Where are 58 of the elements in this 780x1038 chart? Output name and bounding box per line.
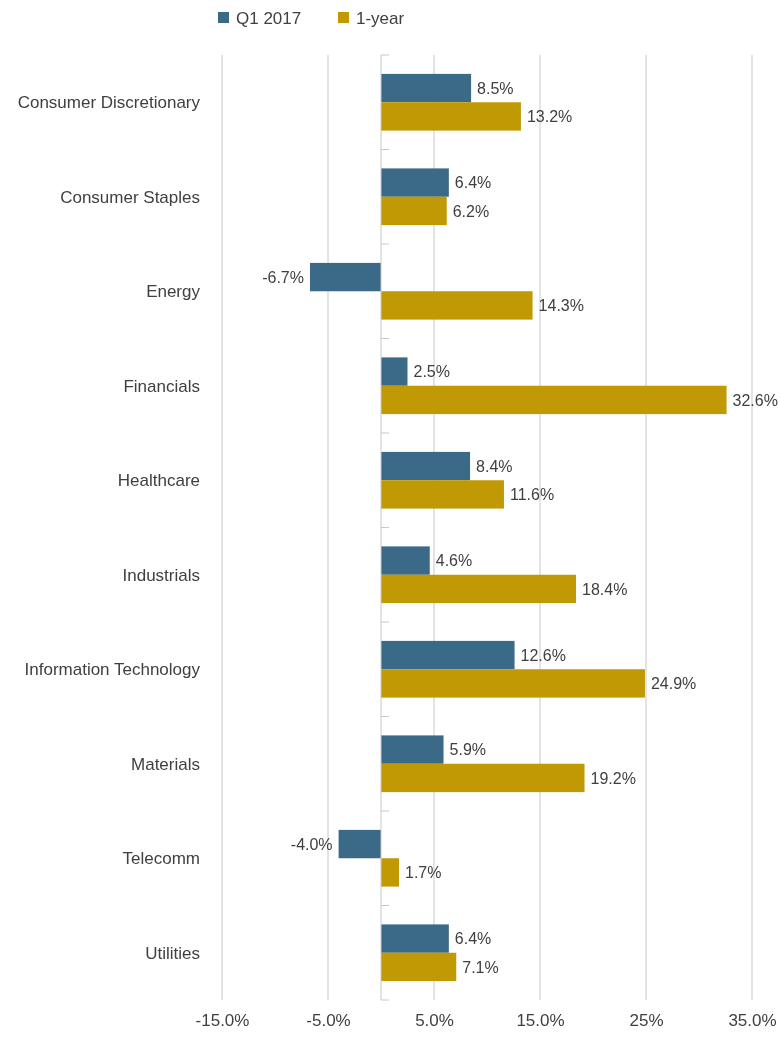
y-tick-label: Materials (131, 754, 200, 774)
data-label: 8.5% (477, 79, 514, 97)
bar (381, 952, 457, 982)
x-tick-label: -5.0% (306, 1011, 351, 1031)
y-tick-label: Consumer Discretionary (17, 93, 201, 113)
legend-label: Q1 2017 (236, 8, 302, 28)
y-tick-label: Healthcare (117, 471, 200, 491)
data-label: 5.9% (449, 741, 487, 759)
data-label: -4.0% (290, 835, 333, 853)
bar (381, 291, 533, 320)
bar (381, 640, 515, 670)
bar (381, 451, 471, 481)
x-tick-label: 25% (629, 1011, 664, 1031)
legend-label: 1-year (356, 8, 405, 28)
bar (381, 735, 444, 764)
data-label: 12.6% (520, 646, 566, 664)
bar (381, 357, 408, 386)
data-label: 6.4% (454, 930, 492, 948)
bar (381, 73, 472, 103)
bar (381, 763, 585, 793)
data-label: 11.6% (509, 486, 555, 504)
x-tick-label: 35.0% (728, 1011, 777, 1031)
bar (309, 262, 381, 292)
data-label: 24.9% (650, 675, 697, 693)
data-label: 18.4% (582, 580, 628, 598)
bar (381, 102, 521, 131)
y-tick-label: Energy (146, 282, 201, 302)
bar (381, 385, 727, 415)
data-label: 2.5% (413, 363, 450, 381)
data-label: 13.2% (526, 108, 573, 126)
data-label: 8.4% (476, 457, 513, 475)
y-tick-label: Telecomm (122, 849, 200, 869)
x-tick-label: -15.0% (195, 1011, 250, 1031)
data-label: 19.2% (590, 769, 636, 787)
data-label: 6.4% (454, 174, 492, 192)
y-tick-label: Information Technology (24, 660, 201, 680)
bar (381, 546, 430, 575)
data-label: 14.3% (538, 297, 584, 315)
data-label: 4.6% (435, 552, 473, 570)
y-tick-label: Consumer Staples (60, 187, 200, 207)
x-tick-label: 15.0% (516, 1011, 565, 1031)
y-tick-label: Utilities (145, 943, 200, 963)
bar (381, 480, 504, 509)
bar (381, 858, 400, 887)
y-tick-label: Industrials (122, 565, 200, 585)
x-tick-label: 5.0% (415, 1011, 454, 1031)
bar (381, 196, 447, 226)
data-label: 32.6% (732, 391, 778, 409)
bar (381, 669, 645, 698)
bar (381, 924, 449, 953)
data-label: 1.7% (405, 864, 442, 882)
y-tick-label: Financials (123, 376, 200, 396)
bar (381, 168, 449, 197)
data-label: -6.7% (262, 268, 304, 286)
data-label: 6.2% (452, 202, 490, 220)
bar (338, 829, 381, 859)
data-label: 7.1% (462, 958, 499, 976)
bar (381, 574, 577, 604)
